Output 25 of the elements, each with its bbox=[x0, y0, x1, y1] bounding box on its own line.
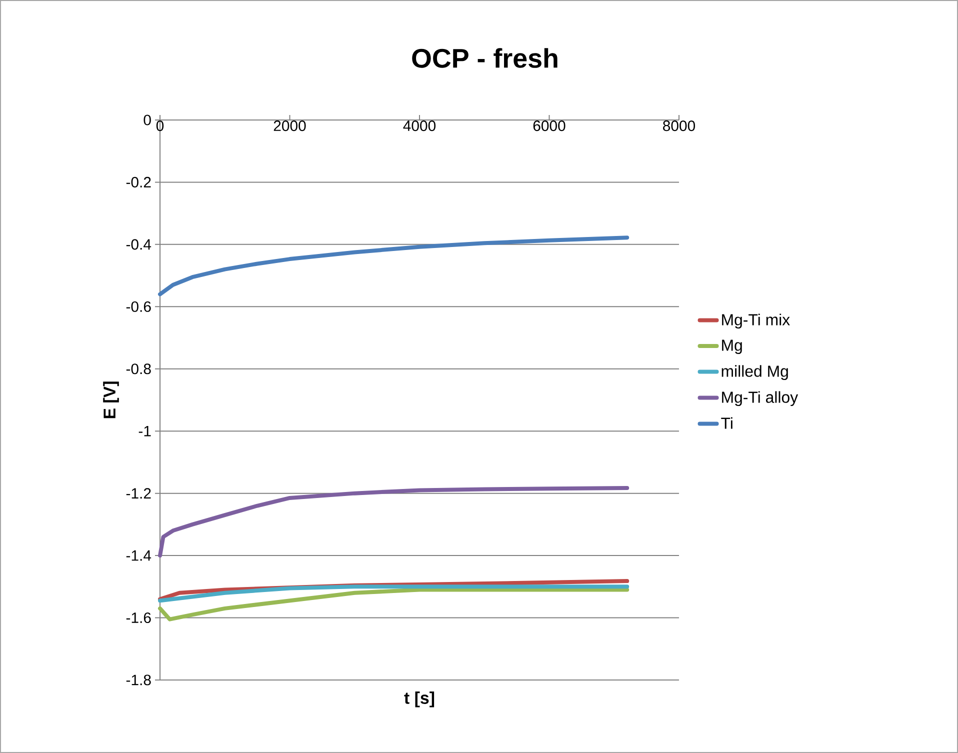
legend-label: Ti bbox=[721, 417, 732, 429]
x-axis-title: t [s] bbox=[404, 692, 434, 708]
y-tick-label: -1.4 bbox=[126, 550, 152, 561]
y-tick-label: -1.6 bbox=[126, 612, 151, 624]
x-tick-label: 0 bbox=[156, 120, 164, 132]
y-tick-label: -1.8 bbox=[126, 674, 151, 686]
y-tick-label: -0.8 bbox=[126, 364, 151, 374]
x-tick-label: 8000 bbox=[663, 120, 696, 132]
line-series bbox=[158, 236, 630, 296]
legend-label: milled Mg bbox=[722, 365, 788, 380]
x-tick-label: 2000 bbox=[274, 120, 306, 132]
y-axis-title: E [V] bbox=[103, 382, 119, 418]
legend-label: Mg-Ti mix bbox=[722, 314, 790, 329]
chart-title: OCP - fresh bbox=[412, 48, 558, 68]
y-tick-label: -0.2 bbox=[126, 176, 151, 188]
line-series bbox=[158, 486, 630, 558]
y-tick-label: -0.6 bbox=[126, 301, 151, 312]
legend-label: Mg-Ti alloy bbox=[722, 391, 798, 406]
legend-label: Mg bbox=[722, 340, 742, 354]
y-tick-label: -1 bbox=[138, 426, 151, 436]
y-tick-label: -0.4 bbox=[126, 239, 152, 250]
x-tick-label: 4000 bbox=[403, 120, 436, 132]
line-series bbox=[158, 584, 630, 603]
y-tick-label: -1.2 bbox=[126, 488, 151, 499]
x-tick-label: 6000 bbox=[533, 120, 566, 132]
